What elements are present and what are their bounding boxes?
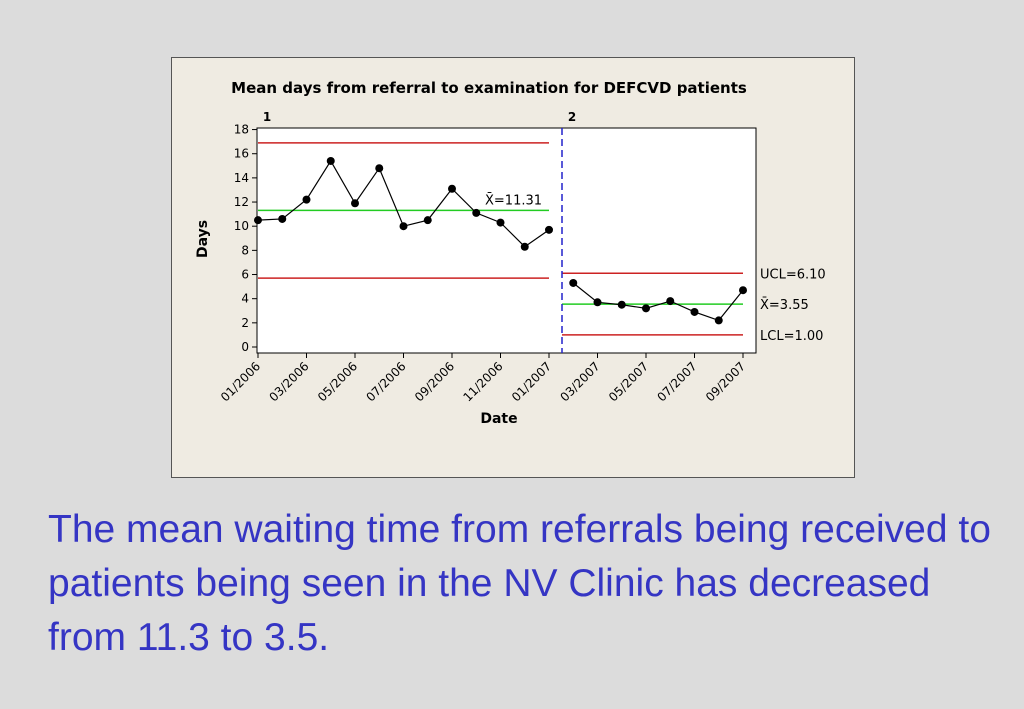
x-tick-label: 11/2006: [460, 359, 505, 404]
data-point: [690, 307, 699, 316]
x-tick-label: 01/2007: [509, 359, 554, 404]
control-chart-svg: Mean days from referral to examination f…: [195, 79, 826, 427]
y-tick-label: 18: [234, 123, 249, 137]
mean-label: X̄=11.31: [485, 193, 542, 208]
ucl-label: UCL=6.10: [760, 267, 826, 282]
data-point: [399, 222, 408, 231]
mean-label: X̄=3.55: [760, 298, 809, 313]
x-tick-label: 05/2006: [315, 359, 360, 404]
control-limits: [258, 128, 743, 353]
chart-title: Mean days from referral to examination f…: [231, 79, 747, 97]
stage-label: 1: [263, 110, 271, 124]
x-tick-label: 07/2007: [654, 359, 699, 404]
y-tick-label: 16: [234, 147, 249, 161]
data-point: [278, 214, 287, 223]
y-tick-label: 8: [241, 243, 249, 257]
data-point: [302, 195, 311, 204]
data-point: [666, 297, 675, 306]
plot-area: [256, 127, 757, 354]
data-point: [496, 218, 505, 227]
data-point: [739, 286, 747, 295]
data-series: [254, 156, 747, 325]
stage-label: 2: [568, 110, 576, 124]
data-point: [593, 298, 602, 307]
lcl-label: LCL=1.00: [760, 329, 823, 344]
y-tick-label: 10: [234, 219, 249, 233]
data-point: [254, 216, 262, 225]
x-tick-label: 03/2007: [557, 359, 602, 404]
data-point: [520, 242, 529, 251]
data-point: [569, 278, 578, 287]
data-point: [472, 208, 481, 217]
x-axis: 01/2006 03/2006 05/2006 07/2006 09/2006 11/20…: [218, 353, 748, 404]
y-tick-label: 4: [241, 292, 249, 306]
data-point: [714, 316, 723, 325]
data-point: [545, 225, 553, 234]
data-point: [351, 199, 359, 208]
y-tick-label: 6: [241, 268, 249, 282]
y-tick-label: 14: [234, 171, 249, 185]
limit-labels: 1 X̄=11.31 2 UCL=6.10 X̄=3.55 LCL=1.00: [263, 110, 826, 344]
x-tick-label: 03/2006: [266, 359, 311, 404]
y-tick-label: 2: [241, 316, 249, 330]
x-axis-title: Date: [480, 411, 517, 427]
x-tick-label: 01/2006: [218, 359, 263, 404]
y-tick-label: 0: [241, 340, 249, 354]
data-point: [617, 300, 626, 309]
y-tick-label: 12: [234, 195, 249, 209]
x-tick-label: 07/2006: [363, 359, 408, 404]
slide-caption: The mean waiting time from referrals bei…: [48, 508, 991, 659]
data-line: [572, 282, 744, 322]
x-tick-label: 05/2007: [606, 359, 651, 404]
data-point: [642, 304, 650, 313]
x-tick-label: 09/2007: [703, 359, 748, 404]
data-point: [448, 184, 456, 193]
data-point: [326, 156, 335, 165]
y-axis: 0 2 4 6 8 10 12 14 16 18: [234, 123, 257, 354]
x-tick-label: 09/2006: [412, 359, 457, 404]
control-chart: Mean days from referral to examination f…: [171, 57, 855, 478]
y-axis-title: Days: [195, 220, 211, 258]
data-point: [423, 216, 432, 225]
data-point: [375, 164, 384, 173]
